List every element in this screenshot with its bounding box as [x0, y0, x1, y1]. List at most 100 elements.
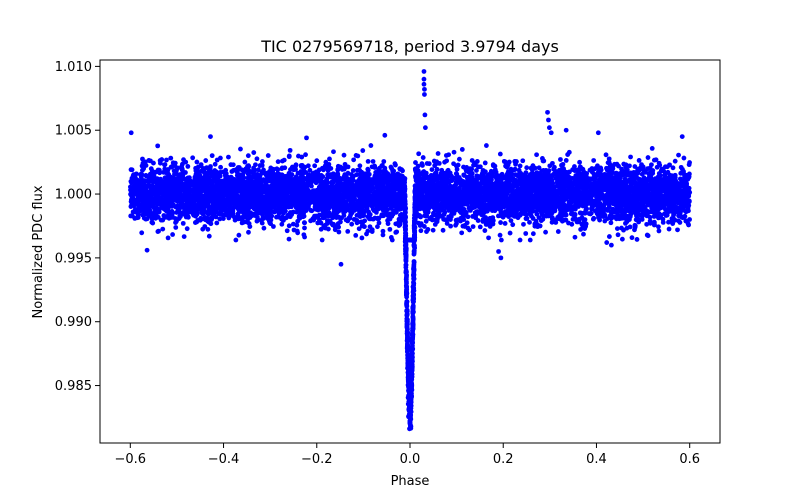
- data-point: [271, 224, 276, 229]
- data-point: [320, 215, 326, 221]
- data-point: [295, 230, 301, 236]
- data-point: [484, 143, 489, 148]
- data-point: [686, 185, 692, 191]
- data-point: [129, 167, 135, 173]
- data-point: [233, 237, 239, 243]
- data-point: [608, 220, 614, 226]
- data-point: [661, 168, 667, 174]
- data-point: [520, 158, 526, 164]
- data-point: [672, 158, 678, 164]
- data-point: [444, 158, 450, 164]
- data-point: [687, 217, 692, 222]
- data-point: [549, 210, 555, 216]
- data-point: [254, 218, 260, 224]
- data-point: [345, 228, 351, 234]
- data-point: [453, 222, 459, 228]
- data-point: [174, 165, 180, 171]
- data-point: [645, 166, 651, 172]
- data-point: [467, 227, 472, 233]
- data-point: [400, 168, 405, 174]
- data-point: [509, 193, 515, 199]
- data-point: [358, 219, 364, 225]
- data-point: [149, 219, 155, 225]
- data-point: [556, 171, 562, 177]
- data-point: [319, 237, 325, 243]
- data-point: [206, 233, 212, 239]
- data-point: [429, 167, 435, 173]
- data-point: [557, 167, 562, 173]
- data-point: [584, 206, 590, 212]
- data-point: [417, 223, 423, 228]
- data-points: [127, 69, 693, 432]
- data-point: [170, 232, 176, 237]
- data-point: [645, 155, 651, 160]
- data-point: [376, 220, 382, 226]
- data-point: [638, 189, 644, 194]
- data-point: [359, 223, 365, 229]
- data-point: [584, 171, 590, 176]
- data-point: [354, 172, 359, 178]
- data-point: [279, 221, 285, 227]
- data-point: [293, 162, 299, 168]
- data-point: [510, 222, 516, 228]
- data-point: [676, 152, 681, 158]
- data-point: [296, 153, 301, 159]
- data-point: [351, 157, 357, 163]
- data-point: [649, 146, 655, 151]
- data-point: [462, 223, 468, 228]
- data-point: [620, 171, 626, 177]
- data-point: [502, 221, 508, 226]
- data-point: [517, 163, 523, 169]
- data-point: [205, 226, 211, 232]
- data-point: [238, 146, 243, 152]
- data-point: [443, 153, 449, 158]
- data-point: [619, 225, 624, 231]
- data-point: [416, 151, 422, 157]
- data-point: [381, 159, 387, 164]
- data-point: [190, 155, 196, 161]
- data-point: [666, 219, 671, 225]
- data-point: [613, 170, 619, 176]
- data-point: [320, 174, 326, 180]
- data-point: [628, 170, 634, 176]
- data-point: [362, 218, 368, 224]
- data-point: [158, 217, 164, 223]
- data-point: [578, 227, 584, 232]
- data-point: [368, 143, 374, 148]
- data-point: [619, 166, 624, 172]
- data-point: [634, 237, 640, 242]
- data-point: [256, 167, 261, 173]
- data-point: [436, 160, 442, 166]
- data-point: [656, 228, 662, 234]
- data-point: [331, 149, 336, 155]
- data-point: [290, 167, 296, 173]
- data-point: [461, 173, 467, 178]
- data-point: [506, 159, 512, 165]
- data-point: [639, 162, 644, 168]
- data-point: [459, 147, 465, 152]
- data-point: [632, 222, 638, 228]
- data-point: [387, 226, 393, 232]
- data-point: [680, 214, 686, 220]
- data-point: [670, 165, 676, 171]
- data-point: [341, 152, 347, 158]
- data-point: [434, 166, 440, 172]
- data-point: [497, 151, 503, 157]
- data-point: [220, 216, 226, 221]
- data-point: [301, 232, 307, 238]
- data-point: [180, 220, 186, 226]
- data-point: [685, 204, 691, 210]
- data-point: [335, 163, 341, 169]
- data-point: [582, 217, 588, 223]
- data-point: [366, 210, 372, 216]
- data-point: [470, 224, 476, 230]
- data-point: [143, 163, 149, 168]
- data-point: [629, 235, 635, 241]
- data-point: [194, 168, 200, 173]
- data-point: [474, 159, 480, 164]
- data-point: [530, 163, 536, 169]
- data-point: [477, 224, 483, 230]
- data-point: [173, 225, 179, 230]
- data-point: [680, 166, 685, 172]
- data-point: [649, 162, 654, 168]
